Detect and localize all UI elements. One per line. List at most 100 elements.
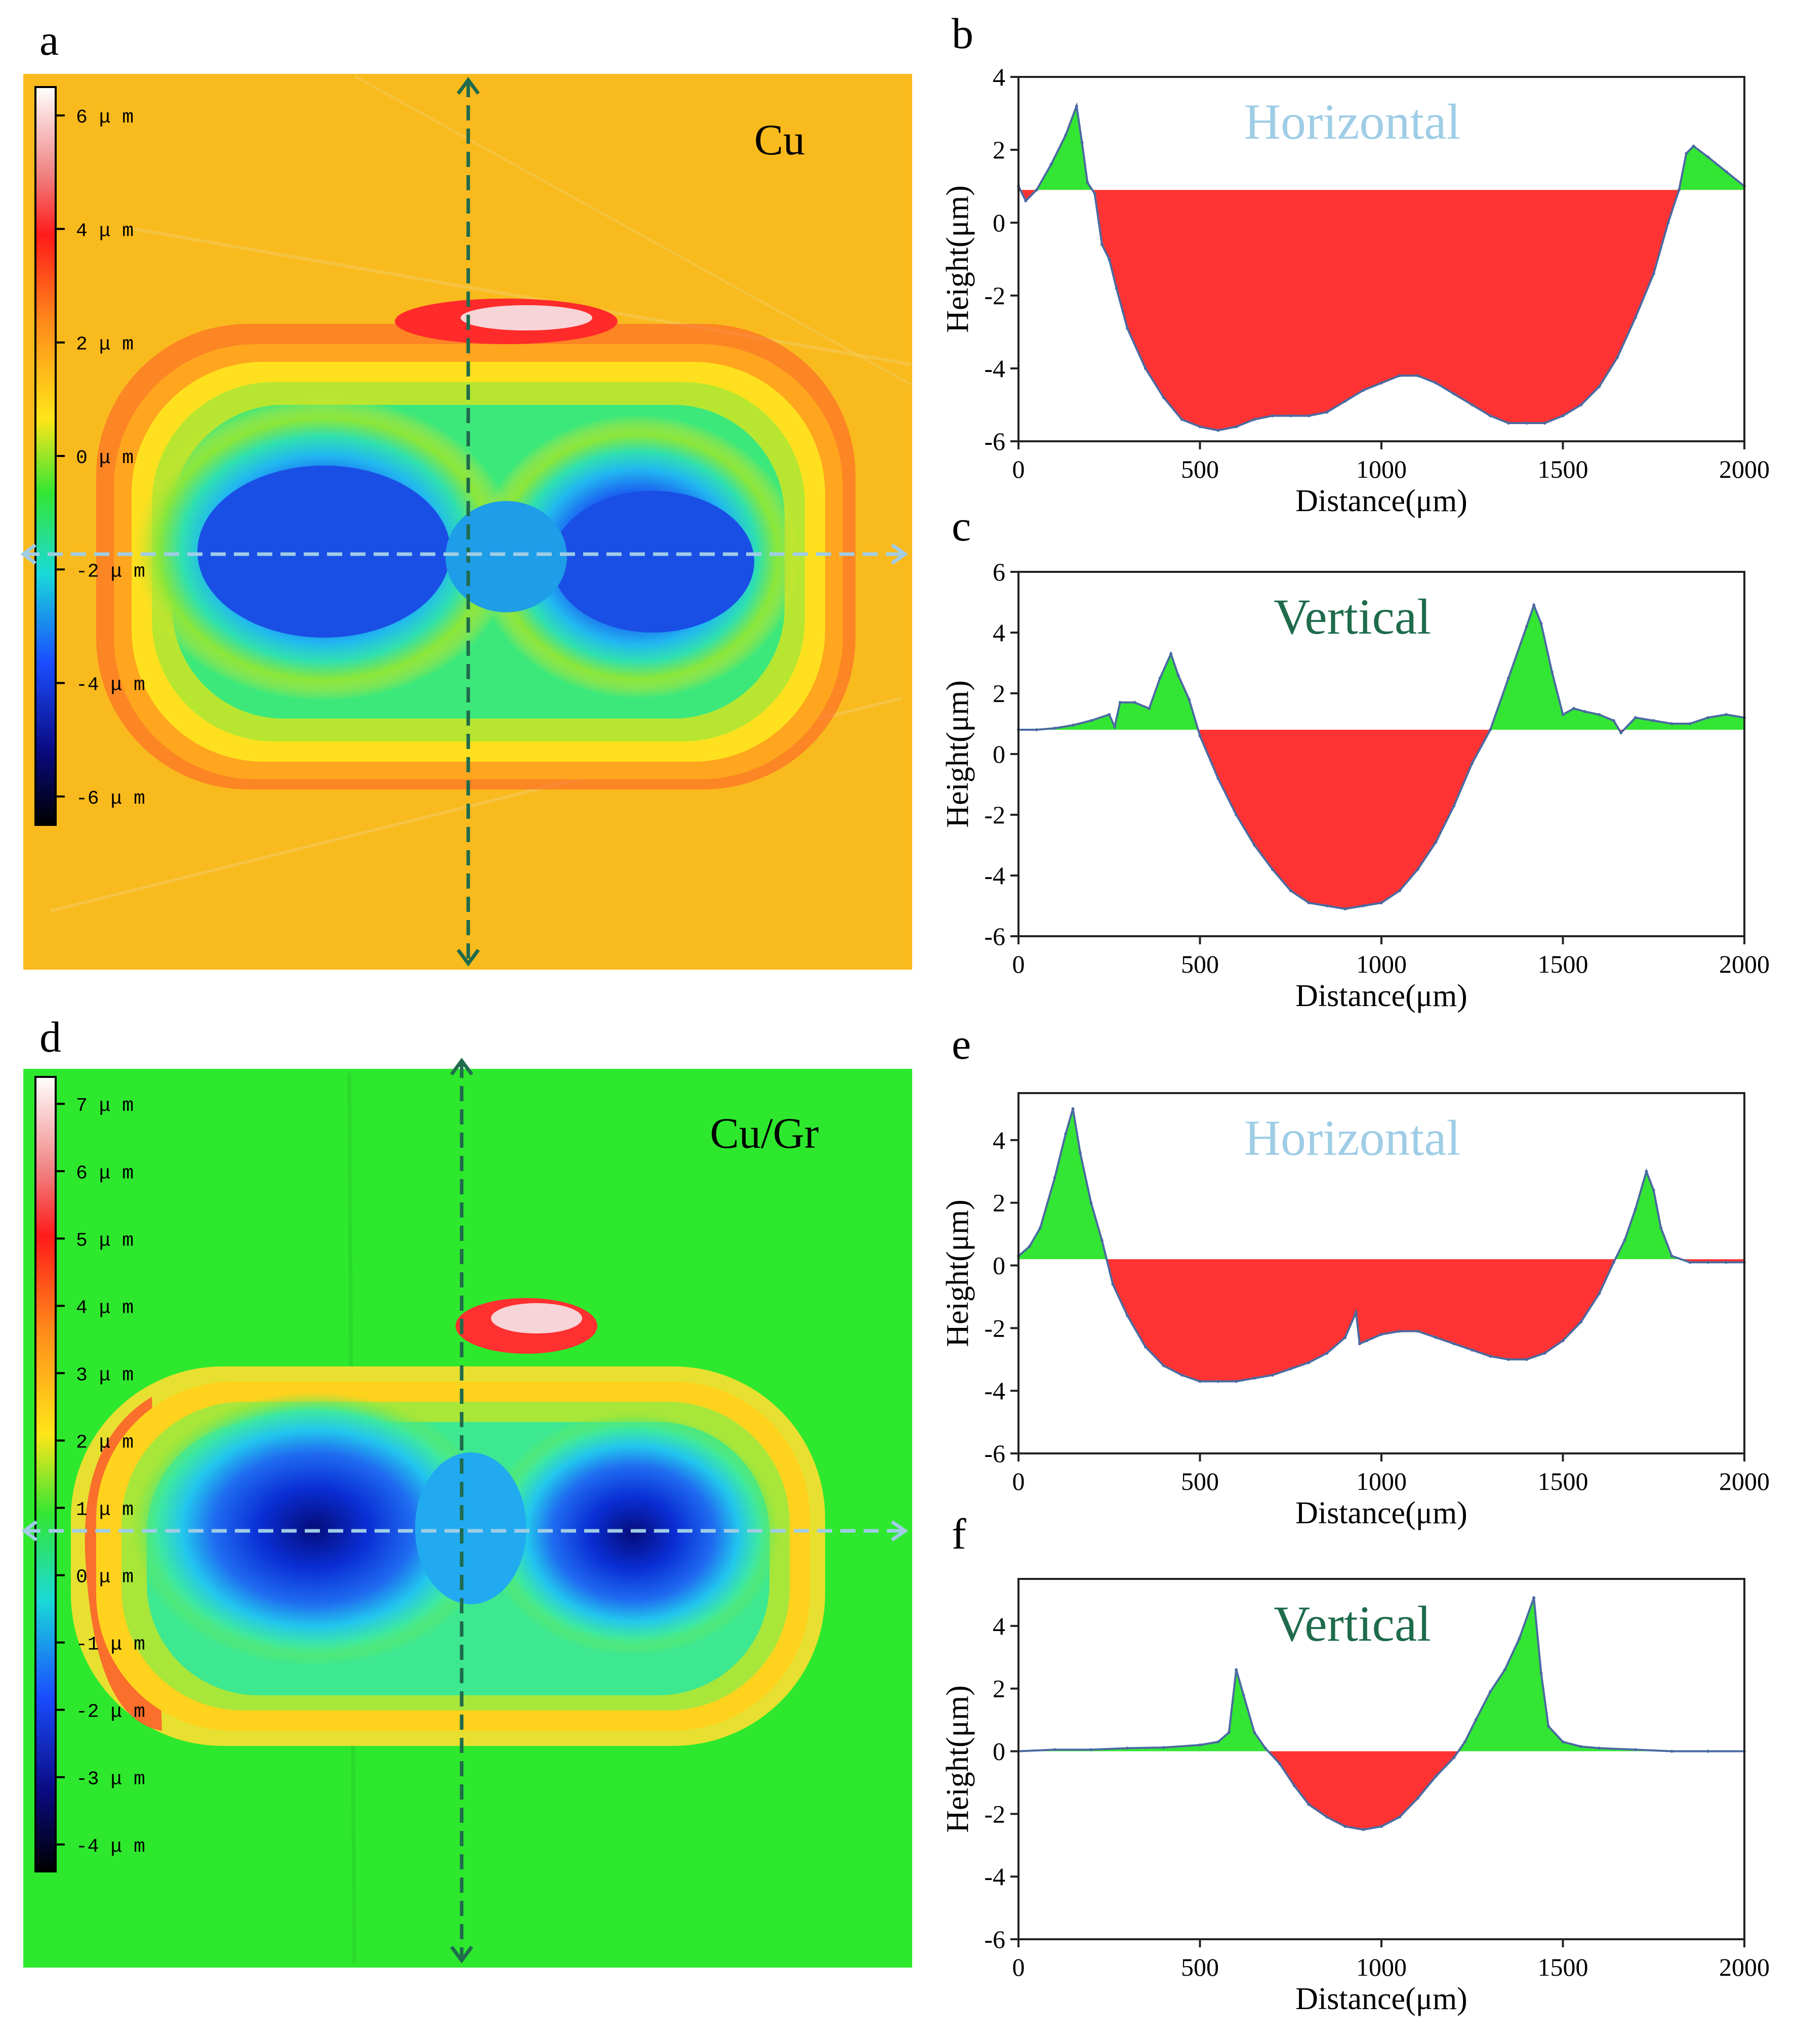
data-point	[1706, 155, 1710, 159]
y-tick-label: 6	[993, 558, 1005, 586]
data-point	[1598, 713, 1601, 716]
y-tick-label: 0	[993, 1252, 1005, 1280]
data-point	[1561, 414, 1565, 418]
data-point	[1362, 904, 1365, 907]
data-point	[1398, 1329, 1401, 1333]
data-point	[1035, 188, 1038, 192]
data-point	[1343, 1336, 1347, 1339]
colorbar-tick-label: -3 μ m	[76, 1769, 145, 1790]
y-tick-label: 2	[993, 136, 1005, 164]
colorbar-tick-label: -2 μ m	[76, 1701, 145, 1723]
data-point	[1325, 904, 1329, 907]
chart-title: Horizontal	[1244, 94, 1461, 150]
y-axis-label: Height(μm)	[941, 185, 975, 333]
chart-title: Horizontal	[1244, 1110, 1461, 1166]
data-point	[1362, 389, 1365, 392]
x-tick-label: 0	[1012, 950, 1025, 978]
y-tick-label: -4	[984, 354, 1005, 383]
data-point	[1706, 716, 1710, 719]
data-point	[1685, 152, 1688, 155]
area-above-baseline	[1018, 1108, 1681, 1260]
data-point	[1471, 762, 1474, 765]
data-point	[1325, 1815, 1329, 1819]
data-point	[1100, 243, 1104, 246]
data-point	[1543, 1351, 1546, 1355]
data-point	[1053, 1176, 1056, 1180]
profile-line	[1018, 1597, 1744, 1831]
vertical-profile-line-d	[450, 1058, 473, 1964]
data-point	[1550, 671, 1554, 674]
colorbar-a	[34, 86, 57, 826]
data-point	[1216, 1380, 1220, 1383]
data-point	[1158, 677, 1162, 680]
data-point	[1126, 326, 1129, 330]
data-point	[1677, 188, 1681, 192]
area-below-baseline	[1018, 730, 1744, 909]
data-point	[1380, 1825, 1383, 1828]
x-tick-label: 0	[1012, 455, 1025, 483]
data-point	[1634, 716, 1637, 719]
data-point	[1452, 1342, 1456, 1346]
y-tick-label: -6	[984, 1439, 1005, 1468]
data-point	[1075, 104, 1078, 108]
data-point	[1053, 1748, 1056, 1751]
colorbar-a-ticks: 6 μ m 4 μ m 2 μ m 0 μ m -2 μ m -4 μ m -6 μ m	[56, 107, 145, 810]
data-point	[1434, 1336, 1438, 1339]
data-point	[1539, 1671, 1543, 1675]
x-tick-label: 0	[1012, 1953, 1025, 1981]
data-point	[1434, 381, 1438, 385]
data-point	[1263, 1746, 1267, 1750]
data-point	[1452, 392, 1456, 396]
data-point	[1525, 1358, 1528, 1361]
data-point	[1598, 385, 1601, 388]
data-point	[1148, 707, 1151, 710]
data-point	[1506, 1358, 1510, 1361]
y-tick-label: 4	[993, 1126, 1005, 1154]
colorbar-tick-label: 6 μ m	[76, 1162, 134, 1184]
data-point	[1253, 1376, 1256, 1380]
data-point	[1289, 414, 1292, 418]
data-point	[1253, 1731, 1256, 1734]
data-point	[1307, 414, 1311, 418]
data-point	[1108, 713, 1111, 716]
y-tick-label: -6	[984, 427, 1005, 455]
x-axis-label: Distance(μm)	[1295, 1496, 1467, 1530]
data-point	[1380, 1332, 1383, 1336]
data-point	[1078, 1151, 1082, 1154]
data-point	[1471, 1348, 1474, 1352]
data-point	[1126, 1746, 1129, 1750]
data-point	[1307, 1361, 1311, 1364]
panel-label-a: a	[39, 16, 59, 64]
x-tick-label: 1500	[1538, 1467, 1588, 1495]
data-point	[1064, 1132, 1068, 1136]
x-tick-label: 500	[1181, 950, 1219, 978]
data-point	[1292, 1784, 1296, 1787]
data-point	[1227, 1731, 1231, 1734]
horizontal-profile-line-a	[20, 544, 909, 565]
profile-chart-e-horizontal: 0 500 1000 1500 2000 4 2 0 -2 -4 -6 Distance(μm) Hei…	[941, 1092, 1770, 1530]
data-point	[1169, 652, 1173, 655]
data-point	[1525, 422, 1528, 425]
data-point	[1572, 707, 1576, 710]
data-point	[1035, 728, 1038, 731]
material-label-cu-gr: Cu/Gr	[710, 1109, 819, 1157]
data-point	[1289, 889, 1292, 892]
x-tick-label: 2000	[1719, 1467, 1770, 1495]
profile-chart-f-vertical: 0 500 1000 1500 2000 4 2 0 -2 -4 -6 Distance(μm) Hei…	[941, 1578, 1770, 2016]
data-point	[1071, 1107, 1075, 1110]
data-point	[1307, 1803, 1311, 1806]
y-tick-label: -2	[984, 1314, 1005, 1342]
data-point	[1583, 710, 1586, 713]
data-point	[1271, 868, 1274, 871]
panel-label-d: d	[39, 1013, 61, 1061]
x-axis-label: Distance(μm)	[1295, 484, 1467, 518]
data-point	[1518, 1637, 1521, 1640]
area-below-baseline	[1018, 1259, 1744, 1382]
x-tick-label: 500	[1181, 455, 1219, 483]
colorbar-tick-label: -1 μ m	[76, 1634, 145, 1656]
data-point	[1080, 141, 1084, 144]
data-point	[1028, 1245, 1031, 1248]
data-point	[1506, 422, 1510, 425]
data-point	[1039, 1226, 1042, 1230]
data-point	[1198, 1743, 1202, 1747]
